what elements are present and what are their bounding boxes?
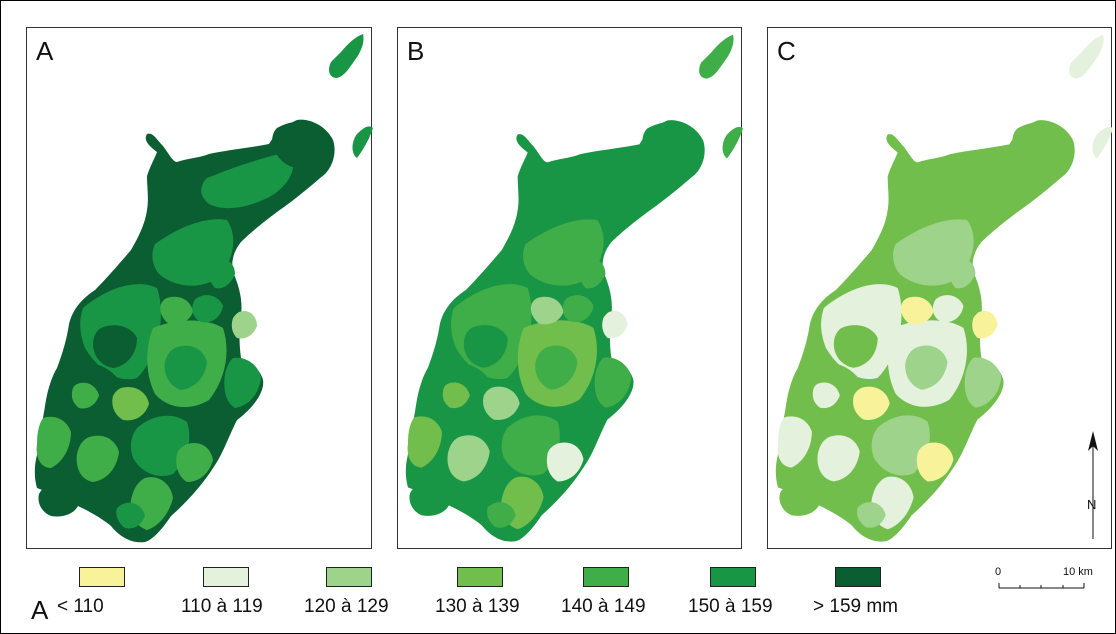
map-class-region <box>546 442 584 482</box>
map-a-svg <box>34 34 373 543</box>
map-class-region <box>463 325 508 368</box>
legend-label: < 110 <box>57 596 104 617</box>
map-class-region <box>1012 121 1066 169</box>
map-class-region <box>779 486 820 516</box>
legend-letter: A <box>31 595 49 625</box>
map-class-region <box>447 435 490 482</box>
map-class-region <box>130 415 190 477</box>
map-class-region <box>833 325 878 368</box>
map-class-region <box>857 502 886 528</box>
map-class-region <box>36 416 71 468</box>
map-class-region <box>272 121 325 169</box>
map-outlier-region <box>722 126 743 159</box>
map-outlier-region <box>1069 34 1104 79</box>
legend-label: 120 à 129 <box>304 596 389 617</box>
map-outlier-region <box>1092 126 1113 159</box>
legend-label: 110 à 119 <box>181 596 263 617</box>
north-arrow-icon <box>1088 431 1098 539</box>
north-arrow: N <box>1083 431 1103 541</box>
map-class-region <box>871 415 930 476</box>
map-class-region <box>817 435 860 482</box>
map-class-region <box>409 486 450 516</box>
scale-bar-line <box>998 583 1085 589</box>
map-outlier-region <box>699 34 734 79</box>
legend-label: 150 à 159 <box>688 596 773 617</box>
map-class-region <box>571 152 664 209</box>
map-class-region <box>941 152 1034 209</box>
map-class-region <box>642 121 696 169</box>
legend-label: 140 à 149 <box>561 596 646 617</box>
map-class-region <box>231 310 257 339</box>
legend-swatch <box>710 567 756 587</box>
map-class-region <box>407 416 442 468</box>
scale-end-label: 10 km <box>1063 566 1093 578</box>
map-b-svg <box>405 34 743 542</box>
map-class-region <box>530 296 564 325</box>
map-class-region <box>176 442 213 482</box>
scale-start-label: 0 <box>995 566 1002 578</box>
map-c-svg <box>775 34 1113 542</box>
map-class-region <box>501 415 560 476</box>
map-panel-b: B <box>397 27 743 549</box>
map-class-region <box>164 345 207 390</box>
map-class-region <box>972 310 998 339</box>
panel-b-letter: B <box>407 36 425 66</box>
map-class-region <box>812 382 840 409</box>
map-class-region <box>562 295 594 323</box>
panel-c-letter: C <box>777 36 796 66</box>
legend-swatch <box>79 567 125 587</box>
map-class-region <box>900 296 934 325</box>
map-class-region <box>76 435 119 482</box>
map-class-region <box>853 386 890 420</box>
map-class-region <box>483 386 520 420</box>
map-panel-c: C <box>767 27 1113 549</box>
map-class-region <box>905 345 948 390</box>
legend-swatch <box>203 567 249 587</box>
map-panel-a: A <box>26 27 373 549</box>
legend-swatch <box>326 567 372 587</box>
map-class-region <box>535 345 578 390</box>
map-class-region <box>777 416 812 468</box>
legend-label: > 159 mm <box>813 596 899 617</box>
legend-swatch <box>835 567 881 587</box>
north-label: N <box>1087 497 1097 512</box>
map-class-region <box>916 442 954 482</box>
map-class-region <box>201 152 294 209</box>
map-class-region <box>93 325 137 368</box>
map-class-region <box>116 502 145 529</box>
map-class-region <box>594 357 632 408</box>
map-outlier-region <box>329 34 364 78</box>
legend-swatch <box>583 567 629 587</box>
map-class-region <box>38 486 79 517</box>
map-class-region <box>487 502 516 528</box>
map-class-region <box>209 258 235 289</box>
map-class-region <box>964 357 1002 408</box>
legend-label: 130 à 139 <box>435 596 520 617</box>
panel-a-letter: A <box>36 36 54 66</box>
map-class-region <box>580 259 606 289</box>
map-class-region <box>192 295 223 323</box>
map-class-region <box>160 296 193 325</box>
map-class-region <box>442 382 470 409</box>
legend-swatch <box>457 567 503 587</box>
scale-bar: 0 10 km <box>991 566 1103 596</box>
map-class-region <box>224 357 261 408</box>
map-class-region <box>950 259 976 289</box>
map-class-region <box>602 310 628 339</box>
map-outlier-region <box>352 126 373 158</box>
map-class-region <box>932 295 964 323</box>
map-class-region <box>112 386 149 421</box>
map-class-region <box>71 382 99 409</box>
